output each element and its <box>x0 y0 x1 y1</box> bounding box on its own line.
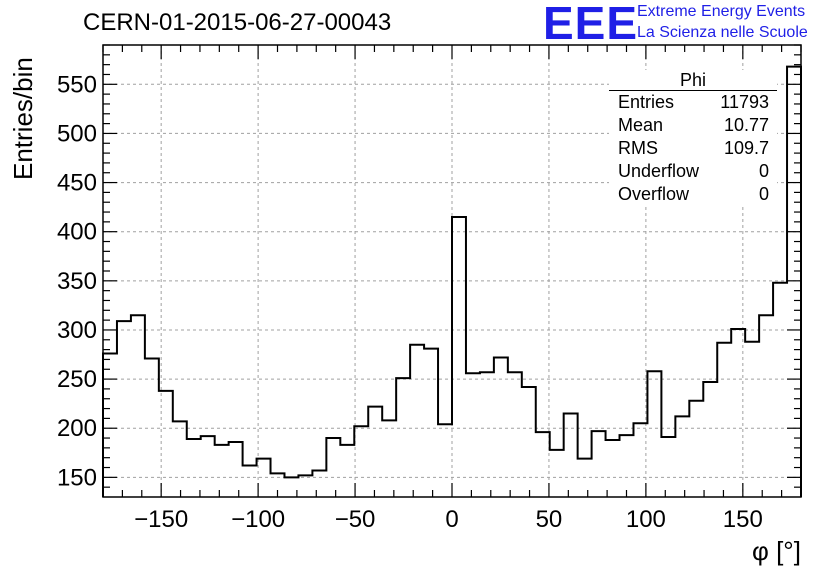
y-tick-label: 550 <box>57 71 97 98</box>
histogram-bin <box>466 373 480 497</box>
histogram-bin <box>480 372 494 497</box>
histogram-bin <box>689 401 703 497</box>
x-tick-label: 150 <box>723 506 763 533</box>
x-tick-label: −150 <box>134 506 188 533</box>
histogram-bin <box>550 450 564 497</box>
histogram-bin <box>201 436 215 497</box>
histogram-bin <box>354 426 368 497</box>
x-tick-label: 100 <box>626 506 666 533</box>
stats-box: Phi Entries 11793 Mean 10.77 RMS 109.7 U… <box>609 70 777 206</box>
stats-value: 109.7 <box>723 138 769 158</box>
stats-title: Phi <box>609 70 777 91</box>
histogram-bin <box>173 421 187 497</box>
stats-label: Underflow <box>618 161 700 181</box>
histogram-bin <box>159 391 173 497</box>
histogram-bin <box>452 217 466 497</box>
histogram-bin <box>578 459 592 497</box>
x-tick-label: 0 <box>445 506 458 533</box>
histogram-bin <box>564 413 578 497</box>
histogram-bin <box>675 416 689 497</box>
axis-ticks <box>102 44 802 497</box>
x-tick-label: 50 <box>536 506 563 533</box>
histogram-bin <box>396 378 410 497</box>
y-tick-label: 200 <box>57 415 97 442</box>
histogram-bin <box>340 445 354 497</box>
stats-row-mean: Mean 10.77 <box>609 114 777 137</box>
histogram-bin <box>703 382 717 497</box>
histogram-bin <box>103 354 117 497</box>
histogram-bin <box>647 371 661 497</box>
y-tick-label: 400 <box>57 219 97 246</box>
stats-row-overflow: Overflow 0 <box>609 183 777 206</box>
histogram-bin <box>494 357 508 497</box>
histogram-bin <box>731 329 745 497</box>
histogram-bin <box>298 475 312 497</box>
y-tick-label: 450 <box>57 170 97 197</box>
stats-label: Mean <box>618 115 664 135</box>
histogram-bin <box>620 435 634 497</box>
histogram-step-line <box>102 65 802 497</box>
histogram-bin <box>312 470 326 497</box>
x-tick-label: −100 <box>231 506 285 533</box>
histogram-bin <box>382 420 396 497</box>
histogram-bin <box>326 438 340 497</box>
y-tick-label: 300 <box>57 317 97 344</box>
eee-logo: EEE <box>543 0 639 49</box>
histogram-bin <box>229 442 243 497</box>
stats-value: 11793 <box>720 92 769 112</box>
stats-value: 0 <box>758 184 769 204</box>
histogram-bin <box>368 407 382 497</box>
histogram-bin <box>508 372 522 497</box>
stats-row-entries: Entries 11793 <box>609 91 777 114</box>
histogram-bin <box>410 345 424 497</box>
stats-label: Entries <box>618 92 675 112</box>
x-axis-label: φ [°] <box>752 536 801 566</box>
y-tick-label: 350 <box>57 268 97 295</box>
y-tick-label: 500 <box>57 120 97 147</box>
tick-labels: −150 −100 −50 0 50 100 150 150 200 250 300 350 400 45… <box>57 71 763 533</box>
x-tick-label: −50 <box>335 506 376 533</box>
histogram-bin <box>522 387 536 497</box>
y-tick-label: 150 <box>57 464 97 491</box>
stats-row-underflow: Underflow 0 <box>609 160 777 183</box>
histogram-bin <box>773 283 787 497</box>
stats-row-rms: RMS 109.7 <box>609 137 777 160</box>
histogram-bin <box>424 349 438 497</box>
histogram-series <box>102 65 802 497</box>
histogram-bin <box>661 437 675 497</box>
histogram-bin <box>187 439 201 497</box>
stats-label: RMS <box>618 138 658 158</box>
y-axis-label: Entries/bin <box>8 57 38 180</box>
histogram-bin <box>592 431 606 497</box>
logo-subtitle-1: Extreme Energy Events <box>637 3 806 20</box>
histogram-bin <box>145 358 159 497</box>
logo-subtitle-2: La Scienza nelle Scuole <box>637 24 808 41</box>
stats-value: 0 <box>758 161 769 181</box>
chart-title: CERN-01-2015-06-27-00043 <box>83 9 392 36</box>
histogram-bin <box>606 440 620 497</box>
histogram-bin <box>131 315 145 497</box>
stats-value: 10.77 <box>723 115 769 135</box>
histogram-bin <box>717 343 731 497</box>
histogram-bin <box>745 342 759 497</box>
stats-label: Overflow <box>618 184 690 204</box>
histogram-bin <box>117 321 131 497</box>
histogram-bin <box>215 445 229 497</box>
histogram-bin <box>759 315 773 497</box>
histogram-bin <box>438 424 452 497</box>
histogram-bin <box>243 466 257 497</box>
histogram-bin <box>787 67 801 497</box>
histogram-bin <box>536 432 550 497</box>
y-tick-label: 250 <box>57 366 97 393</box>
